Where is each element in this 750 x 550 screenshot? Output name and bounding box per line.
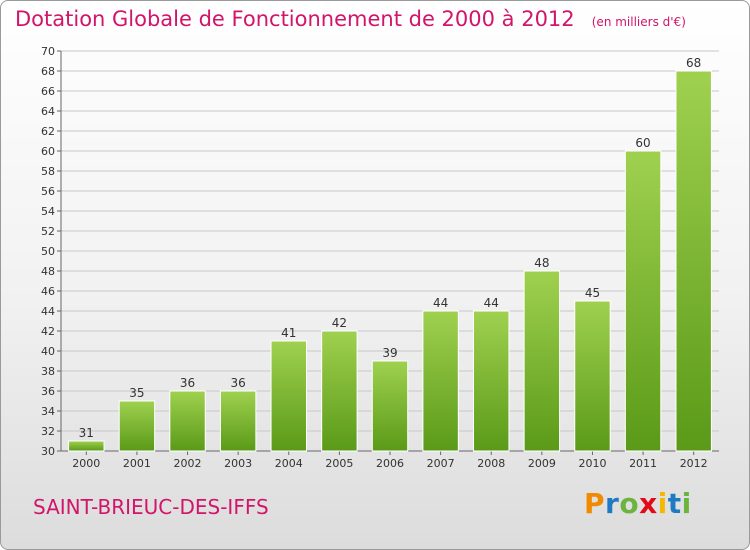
y-tick-label: 66 bbox=[41, 85, 55, 98]
chart-title-block: Dotation Globale de Fonctionnement de 20… bbox=[15, 7, 686, 31]
data-labels: 31 35 36 36 41 42 39 44 44 48 45 60 68 bbox=[79, 56, 702, 440]
bar bbox=[169, 390, 206, 452]
logo-letter: i bbox=[657, 487, 668, 520]
x-tick-label: 2001 bbox=[123, 457, 151, 470]
bar-value-label: 42 bbox=[332, 316, 347, 330]
y-tick-label: 60 bbox=[41, 145, 55, 158]
bars bbox=[68, 70, 712, 452]
chart-title: Dotation Globale de Fonctionnement de 20… bbox=[15, 7, 575, 31]
bar bbox=[624, 150, 662, 452]
chart-subtitle: (en milliers d'€) bbox=[591, 15, 686, 29]
bar bbox=[473, 310, 510, 452]
y-tick-label: 54 bbox=[41, 205, 55, 218]
x-tick-label: 2005 bbox=[325, 457, 353, 470]
bar-value-label: 31 bbox=[79, 426, 94, 440]
x-tick-label: 2008 bbox=[477, 457, 505, 470]
bar-value-label: 35 bbox=[129, 386, 144, 400]
bar-value-label: 36 bbox=[231, 376, 246, 390]
y-tick-label: 38 bbox=[41, 365, 55, 378]
logo-letter: P bbox=[584, 487, 606, 520]
x-tick-label: 2000 bbox=[72, 457, 100, 470]
bar bbox=[118, 400, 156, 452]
y-tick-label: 52 bbox=[41, 225, 55, 238]
y-tick-label: 48 bbox=[41, 265, 55, 278]
x-tick-label: 2010 bbox=[578, 457, 606, 470]
logo-letter: x bbox=[639, 487, 658, 520]
y-tick-label: 30 bbox=[41, 445, 55, 458]
logo-letter: i bbox=[681, 487, 692, 520]
bar bbox=[574, 300, 611, 452]
logo-letter: t bbox=[667, 487, 682, 520]
bar-value-label: 41 bbox=[281, 326, 296, 340]
x-tick-label: 2004 bbox=[275, 457, 303, 470]
bar bbox=[270, 340, 307, 452]
x-tick-label: 2002 bbox=[174, 457, 202, 470]
bar-value-label: 44 bbox=[484, 296, 499, 310]
x-tick-label: 2012 bbox=[680, 457, 708, 470]
bar bbox=[422, 310, 459, 452]
bar-value-label: 45 bbox=[585, 286, 600, 300]
bar bbox=[523, 270, 561, 452]
y-tick-label: 42 bbox=[41, 325, 55, 338]
x-tick-label: 2006 bbox=[376, 457, 404, 470]
x-tick-label: 2009 bbox=[528, 457, 556, 470]
x-tick-label: 2003 bbox=[224, 457, 252, 470]
y-tick-label: 34 bbox=[41, 405, 55, 418]
bar bbox=[675, 70, 712, 452]
y-tick-label: 46 bbox=[41, 285, 55, 298]
y-tick-label: 68 bbox=[41, 65, 55, 78]
y-tick-label: 50 bbox=[41, 245, 55, 258]
y-tick-label: 40 bbox=[41, 345, 55, 358]
x-tick-label: 2007 bbox=[427, 457, 455, 470]
y-tick-label: 70 bbox=[41, 45, 55, 58]
logo-letter: r bbox=[605, 487, 620, 520]
logo-letter: o bbox=[619, 487, 640, 520]
x-axis-ticks: 2000 2001 2002 2003 2004 2005 2006 2007 2008 2009… bbox=[72, 457, 707, 470]
bar bbox=[371, 360, 409, 452]
y-tick-label: 62 bbox=[41, 125, 55, 138]
bar bbox=[321, 330, 358, 452]
x-tick-label: 2011 bbox=[629, 457, 657, 470]
bar-value-label: 48 bbox=[534, 256, 549, 270]
commune-name: SAINT-BRIEUC-DES-IFFS bbox=[33, 495, 269, 519]
y-tick-label: 44 bbox=[41, 305, 55, 318]
y-tick-label: 64 bbox=[41, 105, 55, 118]
bar bbox=[68, 440, 105, 452]
bar-value-label: 60 bbox=[635, 136, 650, 150]
y-axis-ticks: 30 32 34 36 38 40 42 44 46 48 50 52 54 56 58 60 62 64 66 68… bbox=[41, 45, 55, 458]
bar-value-label: 44 bbox=[433, 296, 448, 310]
bar-value-label: 39 bbox=[382, 346, 397, 360]
proxiti-logo[interactable]: Proxiti bbox=[584, 487, 692, 520]
bar bbox=[219, 390, 257, 452]
bar-value-label: 68 bbox=[686, 56, 701, 70]
y-tick-label: 58 bbox=[41, 165, 55, 178]
y-tick-label: 56 bbox=[41, 185, 55, 198]
bar-value-label: 36 bbox=[180, 376, 195, 390]
y-tick-label: 36 bbox=[41, 385, 55, 398]
y-tick-label: 32 bbox=[41, 425, 55, 438]
